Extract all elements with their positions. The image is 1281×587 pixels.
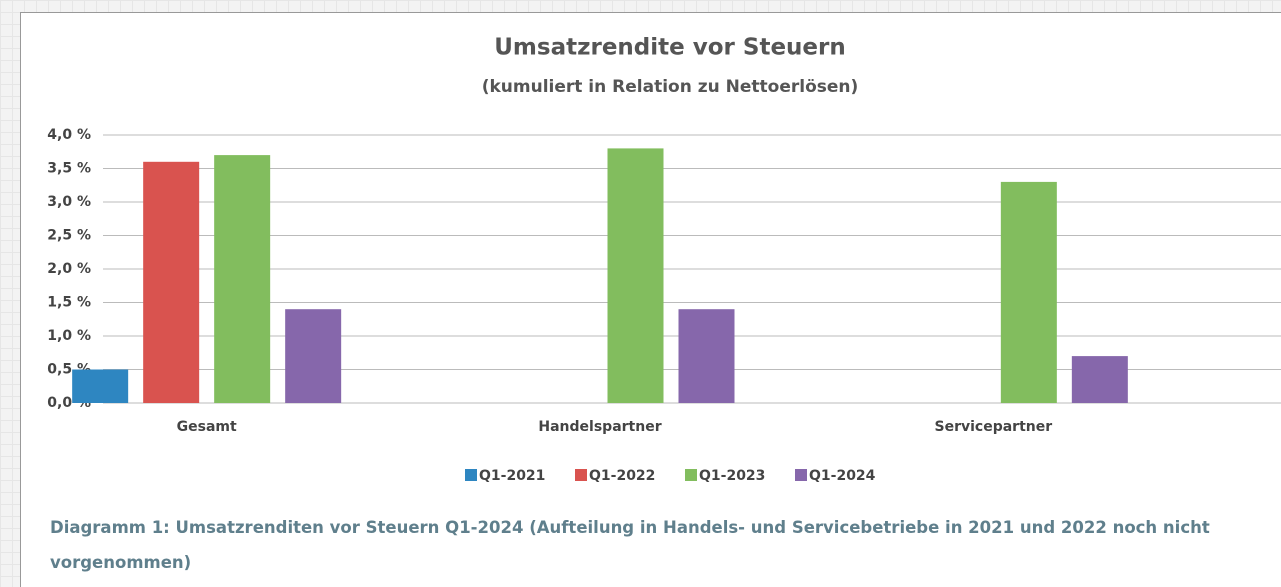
page: Umsatzrendite vor Steuern (kumuliert in … [0,0,1281,587]
y-tick-label: 2,5 % [47,228,91,244]
y-tick-label: 4,0 % [47,127,91,143]
x-tick-label: Servicepartner [935,419,1053,435]
legend-label: Q1-2021 [479,468,545,484]
legend-label: Q1-2022 [589,468,655,484]
y-tick-label: 3,0 % [47,194,91,210]
y-tick-label: 1,0 % [47,328,91,344]
bar [285,309,341,403]
chart-title: Umsatzrendite vor Steuern [494,35,846,61]
x-tick-label: Handelspartner [538,419,661,435]
legend-label: Q1-2023 [699,468,765,484]
y-tick-label: 3,5 % [47,161,91,177]
chart-subtitle: (kumuliert in Relation zu Nettoerlösen) [482,77,859,97]
legend-swatch [465,469,477,481]
bar [214,155,270,403]
bar [679,309,735,403]
y-tick-label: 1,5 % [47,295,91,311]
chart: Umsatzrendite vor Steuern (kumuliert in … [0,0,1281,500]
caption: Diagramm 1: Umsatzrenditen vor Steuern Q… [50,510,1265,580]
legend-swatch [795,469,807,481]
y-tick-label: 2,0 % [47,261,91,277]
bar [143,162,199,403]
legend-label: Q1-2024 [809,468,876,484]
bar [1001,182,1057,403]
bar [72,370,128,404]
bar [1072,356,1128,403]
bar [608,148,664,403]
x-tick-label: Gesamt [177,419,237,435]
legend-swatch [685,469,697,481]
legend-swatch [575,469,587,481]
